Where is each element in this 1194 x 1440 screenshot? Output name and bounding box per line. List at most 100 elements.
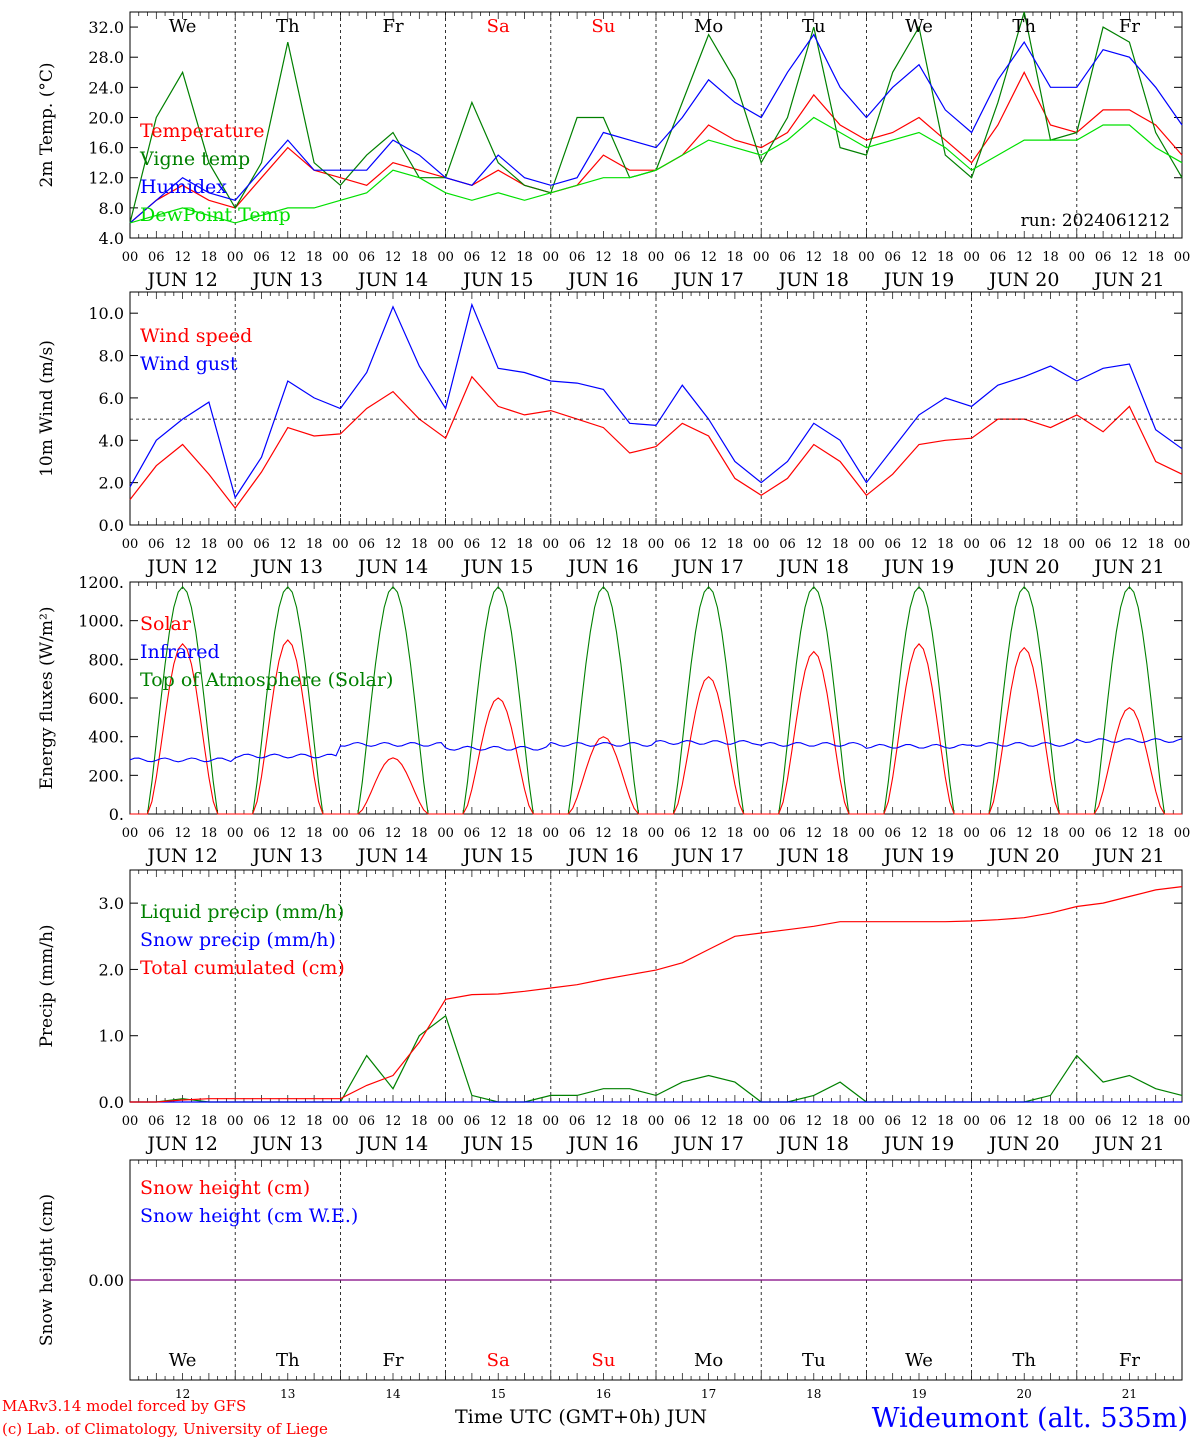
hour-tick-label: 06	[569, 250, 586, 265]
hour-tick-label: 00	[753, 826, 770, 841]
y-tick-label: 20.0	[88, 108, 124, 127]
hour-tick-label: 12	[700, 1114, 717, 1129]
hour-tick-label: 00	[963, 250, 980, 265]
hour-tick-label: 18	[1042, 537, 1059, 552]
date-label: JUN 19	[882, 269, 954, 291]
hour-tick-label: 06	[148, 826, 165, 841]
hour-tick-label: 00	[753, 537, 770, 552]
date-label: JUN 14	[356, 845, 428, 867]
y-tick-label: 28.0	[88, 48, 124, 67]
date-label: JUN 13	[251, 1133, 323, 1155]
hour-tick-label: 12	[1016, 826, 1033, 841]
y-tick-label: 400.	[88, 728, 124, 747]
day-name-label: We	[169, 16, 197, 37]
hour-tick-label: 12	[280, 250, 297, 265]
y-tick-label: 4.0	[99, 229, 124, 248]
y-axis-title: Precip (mm/h)	[37, 924, 57, 1047]
date-label: JUN 18	[777, 1133, 849, 1155]
hour-tick-label: 06	[674, 1114, 691, 1129]
day-number-label: 19	[911, 1387, 926, 1401]
hour-tick-label: 12	[490, 250, 507, 265]
date-label: JUN 16	[566, 556, 638, 578]
y-tick-label: 800.	[88, 650, 124, 669]
hour-tick-label: 12	[174, 1114, 191, 1129]
hour-tick-label: 18	[832, 250, 849, 265]
hour-tick-label: 06	[358, 826, 375, 841]
hour-tick-label: 06	[674, 826, 691, 841]
day-name-label: Fr	[1119, 1350, 1140, 1371]
y-tick-label: 200.	[88, 766, 124, 785]
hour-tick-label: 00	[753, 1114, 770, 1129]
hour-tick-label: 18	[621, 826, 638, 841]
hour-tick-label: 00	[437, 537, 454, 552]
y-axis-title: Energy fluxes (W/m²)	[37, 607, 57, 790]
hour-tick-label: 18	[516, 826, 533, 841]
date-label: JUN 12	[145, 845, 217, 867]
date-label: JUN 19	[882, 1133, 954, 1155]
date-label: JUN 13	[251, 845, 323, 867]
day-number-label: 21	[1122, 1387, 1137, 1401]
y-tick-label: 8.0	[99, 199, 124, 218]
hour-tick-label: 06	[358, 250, 375, 265]
hour-tick-label: 12	[700, 250, 717, 265]
hour-tick-label: 00	[648, 1114, 665, 1129]
hour-tick-label: 18	[411, 250, 428, 265]
legend-entry: Snow height (cm W.E.)	[140, 1205, 358, 1227]
hour-tick-label: 00	[1174, 250, 1191, 265]
hour-tick-label: 00	[122, 250, 139, 265]
lab-credit-line: (c) Lab. of Climatology, University of L…	[2, 1420, 328, 1438]
y-tick-label: 0.0	[99, 516, 124, 535]
legend-entry: Humidex	[140, 176, 227, 198]
hour-tick-label: 18	[937, 826, 954, 841]
y-tick-label: 4.0	[99, 431, 124, 450]
hour-tick-label: 18	[1042, 250, 1059, 265]
hour-tick-label: 00	[858, 537, 875, 552]
hour-tick-label: 12	[490, 1114, 507, 1129]
hour-tick-label: 18	[201, 537, 218, 552]
hour-tick-label: 06	[569, 826, 586, 841]
hour-tick-label: 00	[332, 1114, 349, 1129]
y-tick-label: 8.0	[99, 347, 124, 366]
day-name-label: Th	[276, 16, 300, 37]
hour-tick-label: 12	[911, 1114, 928, 1129]
panel-2: 0.0 2.0 4.0 6.0 8.0 10.0 10m Wind (m/s) Wind sp…	[37, 291, 1190, 578]
hour-tick-label: 06	[569, 1114, 586, 1129]
hour-tick-label: 00	[122, 826, 139, 841]
hour-tick-label: 18	[727, 537, 744, 552]
day-number-label: 16	[596, 1387, 611, 1401]
y-axis-title: Snow height (cm)	[37, 1194, 57, 1346]
hour-tick-label: 06	[884, 537, 901, 552]
hour-tick-label: 06	[884, 1114, 901, 1129]
hour-tick-label: 00	[543, 537, 560, 552]
hour-tick-label: 00	[963, 537, 980, 552]
series-line-infrared	[129, 738, 1183, 763]
y-tick-label: 600.	[88, 689, 124, 708]
day-name-label: Fr	[382, 16, 403, 37]
legend-entry: Total cumulated (cm)	[140, 957, 345, 979]
day-name-label: We	[905, 1350, 933, 1371]
legend-entry: Top of Atmosphere (Solar)	[140, 669, 393, 691]
date-label: JUN 17	[671, 1133, 743, 1155]
day-name-label: Mo	[694, 16, 723, 37]
day-number-label: 14	[385, 1387, 401, 1401]
day-name-label: Sa	[487, 1350, 510, 1371]
hour-tick-label: 12	[1016, 250, 1033, 265]
date-label: JUN 12	[145, 269, 217, 291]
legend-entry: Liquid precip (mm/h)	[140, 901, 344, 923]
station-label: Wideumont (alt. 535m)	[872, 1403, 1188, 1434]
hour-tick-label: 18	[1042, 1114, 1059, 1129]
day-name-label: Tu	[802, 1350, 826, 1371]
hour-tick-label: 18	[306, 250, 323, 265]
hour-tick-label: 00	[1069, 250, 1086, 265]
panel-3: 0. 200. 400. 600. 800. 1000. 1200. Energy fluxe…	[37, 573, 1190, 867]
y-tick-label: 0.	[109, 805, 124, 824]
hour-tick-label: 00	[963, 826, 980, 841]
date-label: JUN 14	[356, 1133, 428, 1155]
legend-entry: Solar	[140, 613, 192, 635]
hour-tick-label: 18	[1042, 826, 1059, 841]
y-tick-label: 24.0	[88, 78, 124, 97]
hour-tick-label: 18	[411, 1114, 428, 1129]
date-label: JUN 13	[251, 556, 323, 578]
legend-entry: Snow precip (mm/h)	[140, 929, 336, 951]
day-name-label: Th	[1012, 1350, 1036, 1371]
